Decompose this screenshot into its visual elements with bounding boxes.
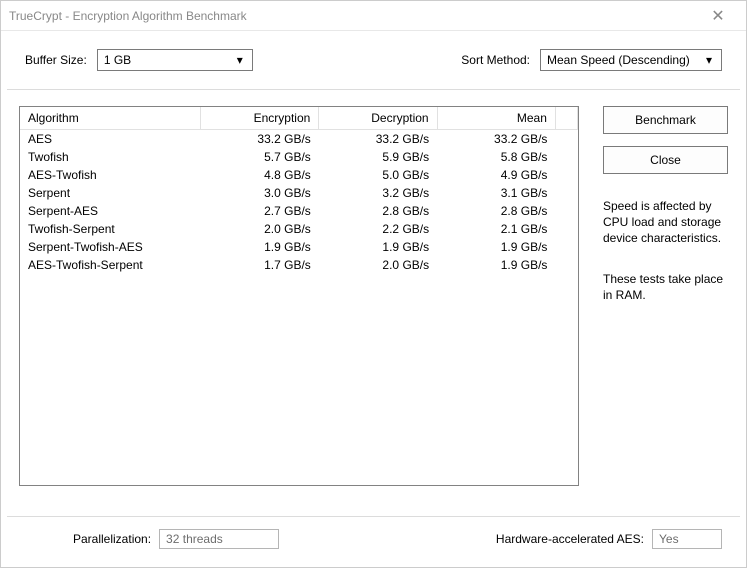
- col-header-algorithm[interactable]: Algorithm: [20, 107, 200, 130]
- table-row[interactable]: Serpent-Twofish-AES1.9 GB/s1.9 GB/s1.9 G…: [20, 238, 578, 256]
- info-text-2: These tests take place in RAM.: [603, 271, 728, 303]
- cell-encryption: 5.7 GB/s: [200, 148, 318, 166]
- side-panel: Benchmark Close Speed is affected by CPU…: [603, 106, 728, 508]
- cell-algorithm: Twofish: [20, 148, 200, 166]
- hwaes-label: Hardware-accelerated AES:: [496, 532, 644, 546]
- cell-algorithm: AES: [20, 130, 200, 148]
- table-row[interactable]: Serpent3.0 GB/s3.2 GB/s3.1 GB/s: [20, 184, 578, 202]
- table-row[interactable]: Twofish5.7 GB/s5.9 GB/s5.8 GB/s: [20, 148, 578, 166]
- cell-algorithm: Serpent: [20, 184, 200, 202]
- table-row[interactable]: Twofish-Serpent2.0 GB/s2.2 GB/s2.1 GB/s: [20, 220, 578, 238]
- col-header-encryption[interactable]: Encryption: [200, 107, 318, 130]
- sort-method-label: Sort Method:: [461, 53, 530, 67]
- table-header-row: Algorithm Encryption Decryption Mean: [20, 107, 578, 130]
- cell-spare: [555, 184, 577, 202]
- cell-decryption: 33.2 GB/s: [319, 130, 437, 148]
- footer-row: Parallelization: 32 threads Hardware-acc…: [1, 517, 746, 567]
- sort-method-select[interactable]: Mean Speed (Descending) ▾: [540, 49, 722, 71]
- benchmark-button-label: Benchmark: [635, 113, 696, 127]
- cell-decryption: 3.2 GB/s: [319, 184, 437, 202]
- cell-decryption: 2.8 GB/s: [319, 202, 437, 220]
- top-controls: Buffer Size: 1 GB ▾ Sort Method: Mean Sp…: [1, 31, 746, 89]
- cell-decryption: 5.0 GB/s: [319, 166, 437, 184]
- titlebar: TrueCrypt - Encryption Algorithm Benchma…: [1, 1, 746, 31]
- cell-mean: 3.1 GB/s: [437, 184, 555, 202]
- cell-spare: [555, 148, 577, 166]
- buffer-size-label: Buffer Size:: [25, 53, 87, 67]
- col-header-spare: [555, 107, 577, 130]
- chevron-down-icon: ▾: [232, 53, 248, 67]
- benchmark-dialog: TrueCrypt - Encryption Algorithm Benchma…: [0, 0, 747, 568]
- cell-decryption: 2.2 GB/s: [319, 220, 437, 238]
- main-area: Algorithm Encryption Decryption Mean AES…: [1, 90, 746, 516]
- buffer-size-value: 1 GB: [104, 53, 232, 67]
- cell-spare: [555, 202, 577, 220]
- window-title: TrueCrypt - Encryption Algorithm Benchma…: [9, 9, 698, 23]
- cell-spare: [555, 220, 577, 238]
- cell-decryption: 1.9 GB/s: [319, 238, 437, 256]
- parallelization-label: Parallelization:: [73, 532, 151, 546]
- cell-encryption: 1.9 GB/s: [200, 238, 318, 256]
- cell-algorithm: AES-Twofish-Serpent: [20, 256, 200, 274]
- close-icon[interactable]: ✕: [698, 6, 738, 26]
- cell-encryption: 3.0 GB/s: [200, 184, 318, 202]
- cell-spare: [555, 238, 577, 256]
- parallelization-value: 32 threads: [159, 529, 279, 549]
- cell-spare: [555, 130, 577, 148]
- cell-decryption: 5.9 GB/s: [319, 148, 437, 166]
- table-row[interactable]: AES33.2 GB/s33.2 GB/s33.2 GB/s: [20, 130, 578, 148]
- cell-mean: 1.9 GB/s: [437, 256, 555, 274]
- col-header-decryption[interactable]: Decryption: [319, 107, 437, 130]
- cell-spare: [555, 256, 577, 274]
- hwaes-value: Yes: [652, 529, 722, 549]
- table-row[interactable]: AES-Twofish-Serpent1.7 GB/s2.0 GB/s1.9 G…: [20, 256, 578, 274]
- cell-encryption: 1.7 GB/s: [200, 256, 318, 274]
- cell-encryption: 33.2 GB/s: [200, 130, 318, 148]
- chevron-down-icon: ▾: [701, 53, 717, 67]
- cell-encryption: 2.7 GB/s: [200, 202, 318, 220]
- cell-algorithm: Twofish-Serpent: [20, 220, 200, 238]
- results-table: Algorithm Encryption Decryption Mean AES…: [20, 107, 578, 274]
- cell-encryption: 2.0 GB/s: [200, 220, 318, 238]
- results-table-container: Algorithm Encryption Decryption Mean AES…: [19, 106, 579, 486]
- cell-decryption: 2.0 GB/s: [319, 256, 437, 274]
- cell-encryption: 4.8 GB/s: [200, 166, 318, 184]
- cell-mean: 2.1 GB/s: [437, 220, 555, 238]
- cell-spare: [555, 166, 577, 184]
- table-row[interactable]: AES-Twofish4.8 GB/s5.0 GB/s4.9 GB/s: [20, 166, 578, 184]
- cell-mean: 33.2 GB/s: [437, 130, 555, 148]
- close-button-label: Close: [650, 153, 681, 167]
- table-row[interactable]: Serpent-AES2.7 GB/s2.8 GB/s2.8 GB/s: [20, 202, 578, 220]
- cell-mean: 1.9 GB/s: [437, 238, 555, 256]
- cell-algorithm: Serpent-AES: [20, 202, 200, 220]
- cell-mean: 4.9 GB/s: [437, 166, 555, 184]
- buffer-size-select[interactable]: 1 GB ▾: [97, 49, 253, 71]
- cell-mean: 2.8 GB/s: [437, 202, 555, 220]
- cell-algorithm: Serpent-Twofish-AES: [20, 238, 200, 256]
- benchmark-button[interactable]: Benchmark: [603, 106, 728, 134]
- sort-method-value: Mean Speed (Descending): [547, 53, 701, 67]
- close-button[interactable]: Close: [603, 146, 728, 174]
- cell-mean: 5.8 GB/s: [437, 148, 555, 166]
- col-header-mean[interactable]: Mean: [437, 107, 555, 130]
- info-text-1: Speed is affected by CPU load and storag…: [603, 198, 728, 247]
- cell-algorithm: AES-Twofish: [20, 166, 200, 184]
